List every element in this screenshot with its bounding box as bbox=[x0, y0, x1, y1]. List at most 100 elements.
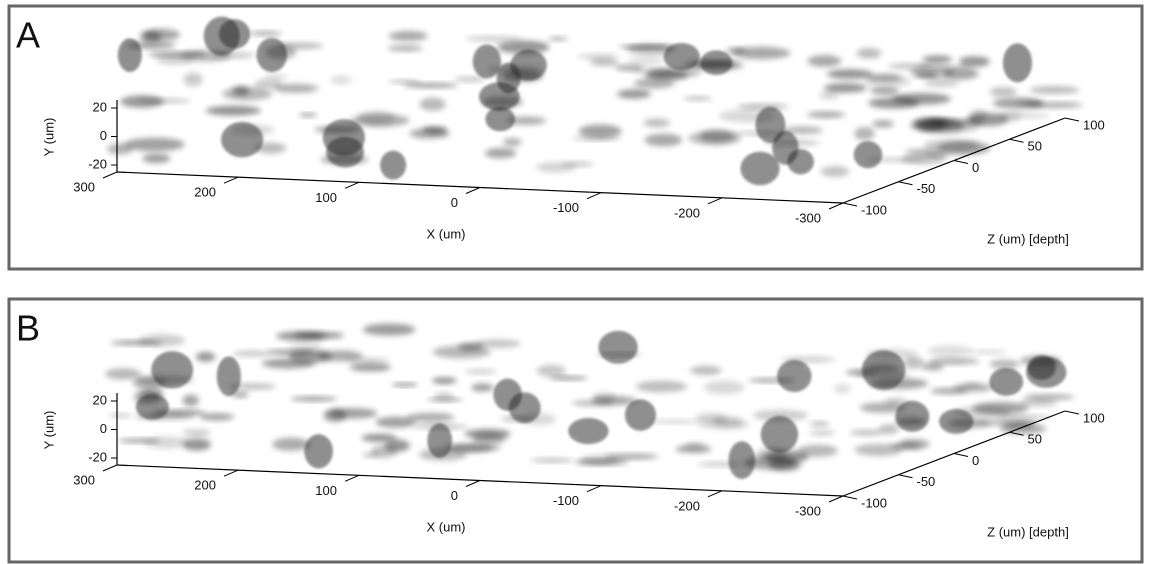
speckle bbox=[972, 401, 1029, 415]
speckle bbox=[948, 418, 991, 429]
speckle bbox=[895, 417, 926, 426]
z-tick-label: -50 bbox=[917, 181, 936, 196]
speckle bbox=[427, 423, 453, 458]
speckle bbox=[845, 369, 876, 376]
speckle bbox=[232, 392, 249, 398]
speckle bbox=[703, 380, 745, 395]
speckle bbox=[272, 437, 311, 451]
speckle bbox=[232, 350, 271, 357]
speckle bbox=[349, 362, 391, 372]
volume-render bbox=[107, 16, 1083, 186]
speckle bbox=[699, 129, 735, 143]
speckle bbox=[998, 112, 1050, 119]
speckle bbox=[899, 438, 930, 450]
speckle bbox=[249, 31, 282, 36]
z-tick-label: 0 bbox=[972, 453, 979, 468]
speckle bbox=[943, 67, 979, 80]
y-axis-title: Y (um) bbox=[41, 411, 56, 450]
speckle bbox=[228, 383, 277, 390]
speckle bbox=[182, 438, 211, 451]
speckle bbox=[471, 383, 494, 392]
speckle bbox=[549, 376, 588, 381]
y-tick-label: -20 bbox=[88, 156, 107, 171]
speckle bbox=[624, 399, 657, 431]
speckle bbox=[820, 165, 850, 178]
speckle bbox=[807, 111, 846, 118]
speckle bbox=[484, 148, 517, 159]
speckle bbox=[818, 91, 839, 100]
speckle bbox=[783, 126, 823, 135]
speckle bbox=[903, 356, 925, 369]
x-tick-label: -100 bbox=[553, 493, 579, 508]
speckle bbox=[823, 83, 867, 93]
speckle bbox=[263, 74, 289, 79]
speckle bbox=[760, 415, 799, 453]
speckle bbox=[375, 416, 416, 428]
speckle bbox=[105, 368, 142, 380]
speckle bbox=[644, 133, 683, 147]
speckle bbox=[864, 363, 900, 373]
speckle bbox=[643, 118, 671, 128]
speckle bbox=[807, 55, 842, 67]
speckle bbox=[833, 383, 851, 394]
speckle bbox=[697, 461, 742, 467]
speckle bbox=[254, 79, 284, 89]
x-tick bbox=[828, 202, 844, 210]
speckle bbox=[140, 387, 165, 399]
speckle bbox=[232, 86, 250, 96]
speckle bbox=[380, 150, 407, 180]
speckle bbox=[182, 394, 199, 407]
z-tick-label: 50 bbox=[1028, 432, 1042, 447]
speckle bbox=[143, 436, 189, 449]
z-tick-label: 100 bbox=[1083, 410, 1105, 425]
speckle bbox=[635, 380, 688, 393]
x-tick-label: -100 bbox=[553, 200, 579, 215]
speckle bbox=[406, 412, 455, 422]
speckle bbox=[152, 409, 206, 416]
speckle bbox=[497, 40, 550, 54]
y-tick-label: 20 bbox=[93, 392, 107, 407]
speckle bbox=[887, 63, 933, 70]
speckle bbox=[536, 364, 566, 377]
x-axis-title: X (um) bbox=[427, 519, 466, 534]
speckle bbox=[142, 153, 171, 164]
z-tick bbox=[898, 181, 913, 186]
speckle bbox=[503, 137, 522, 147]
speckle bbox=[777, 359, 812, 393]
x-tick bbox=[707, 197, 723, 205]
speckle bbox=[998, 414, 1053, 420]
speckle bbox=[922, 362, 944, 371]
speckle bbox=[432, 345, 491, 359]
speckle bbox=[731, 46, 791, 60]
x-tick bbox=[465, 480, 481, 487]
speckle bbox=[765, 450, 809, 463]
speckle bbox=[474, 339, 521, 348]
speckle bbox=[387, 45, 423, 52]
speckle bbox=[969, 109, 987, 123]
speckle bbox=[345, 357, 391, 363]
z-tick bbox=[898, 474, 913, 479]
speckle bbox=[276, 331, 326, 341]
z-tick bbox=[1064, 117, 1080, 122]
speckle bbox=[1019, 398, 1058, 407]
speckle bbox=[737, 103, 789, 110]
speckle bbox=[472, 44, 502, 79]
speckle bbox=[1020, 355, 1061, 366]
speckle bbox=[536, 162, 577, 173]
speckle bbox=[298, 113, 318, 118]
speckle bbox=[568, 417, 609, 445]
z-tick bbox=[953, 453, 969, 457]
speckle bbox=[273, 83, 319, 93]
speckle bbox=[216, 356, 241, 397]
speckle bbox=[969, 349, 1008, 355]
speckle bbox=[856, 48, 882, 59]
speckle bbox=[391, 382, 418, 387]
speckle bbox=[766, 140, 821, 146]
z-tick-label: -50 bbox=[917, 474, 936, 489]
z-tick bbox=[953, 160, 969, 164]
speckle bbox=[675, 445, 712, 453]
z-tick bbox=[842, 202, 858, 207]
x-tick-label: 300 bbox=[73, 472, 95, 487]
speckle bbox=[728, 441, 756, 479]
